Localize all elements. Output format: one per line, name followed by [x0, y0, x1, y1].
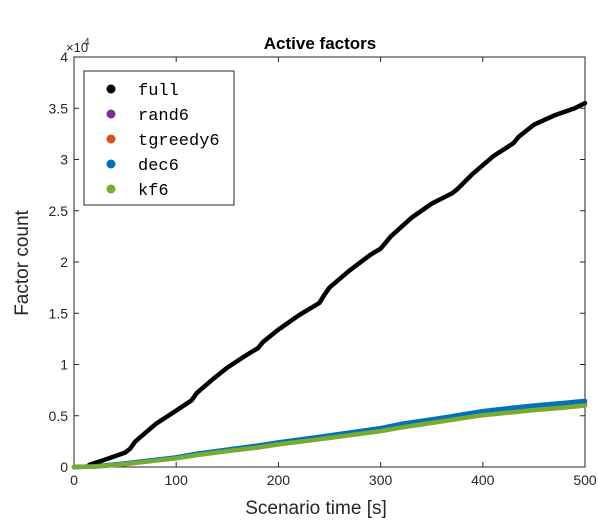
legend-marker-rand6	[106, 109, 116, 119]
y-tick-label: 2	[60, 254, 68, 270]
legend-label-rand6: rand6	[138, 107, 189, 126]
legend-label-tgreedy6: tgreedy6	[138, 132, 220, 151]
series-line-full	[87, 100, 588, 468]
y-tick-label: 4	[60, 49, 68, 65]
y-tick-label: 3.5	[49, 100, 69, 116]
legend-label-kf6: kf6	[138, 182, 169, 201]
legend-marker-kf6	[106, 184, 116, 194]
x-tick-label: 300	[369, 472, 393, 488]
x-tick-label: 100	[165, 472, 189, 488]
y-tick-label: 2.5	[49, 203, 69, 219]
series-line-kf6	[71, 403, 588, 470]
x-tick-label: 0	[70, 472, 78, 488]
y-tick-label: 1.5	[49, 305, 69, 321]
y-ticks: 0 0.5 1 1.5 2 2.5 3 3.5 4	[49, 49, 585, 475]
legend-label-dec6: dec6	[138, 157, 179, 176]
y-axis-label: Factor count	[12, 209, 33, 315]
x-tick-label: 500	[573, 472, 597, 488]
x-axis-label: Scenario time [s]	[245, 498, 387, 519]
y-axis-multiplier: ×10 4	[66, 37, 90, 55]
y-tick-label: 0	[60, 459, 68, 475]
legend-marker-full	[106, 84, 116, 94]
legend-marker-tgreedy6	[106, 134, 116, 144]
y-tick-label: 1	[60, 357, 68, 373]
chart-title: Active factors	[264, 34, 376, 53]
y-tick-label: 3	[60, 152, 68, 168]
legend: full rand6 tgreedy6 dec6 kf6	[83, 70, 235, 206]
y-multiplier-base: ×10	[66, 40, 88, 55]
x-tick-label: 200	[267, 472, 291, 488]
series-group	[71, 100, 588, 470]
x-ticks: 0 100 200 300 400 500	[70, 57, 597, 488]
legend-marker-dec6	[106, 159, 116, 169]
y-tick-label: 0.5	[49, 408, 69, 424]
y-multiplier-exponent: 4	[84, 37, 90, 48]
legend-label-full: full	[138, 82, 179, 101]
x-tick-label: 400	[471, 472, 495, 488]
